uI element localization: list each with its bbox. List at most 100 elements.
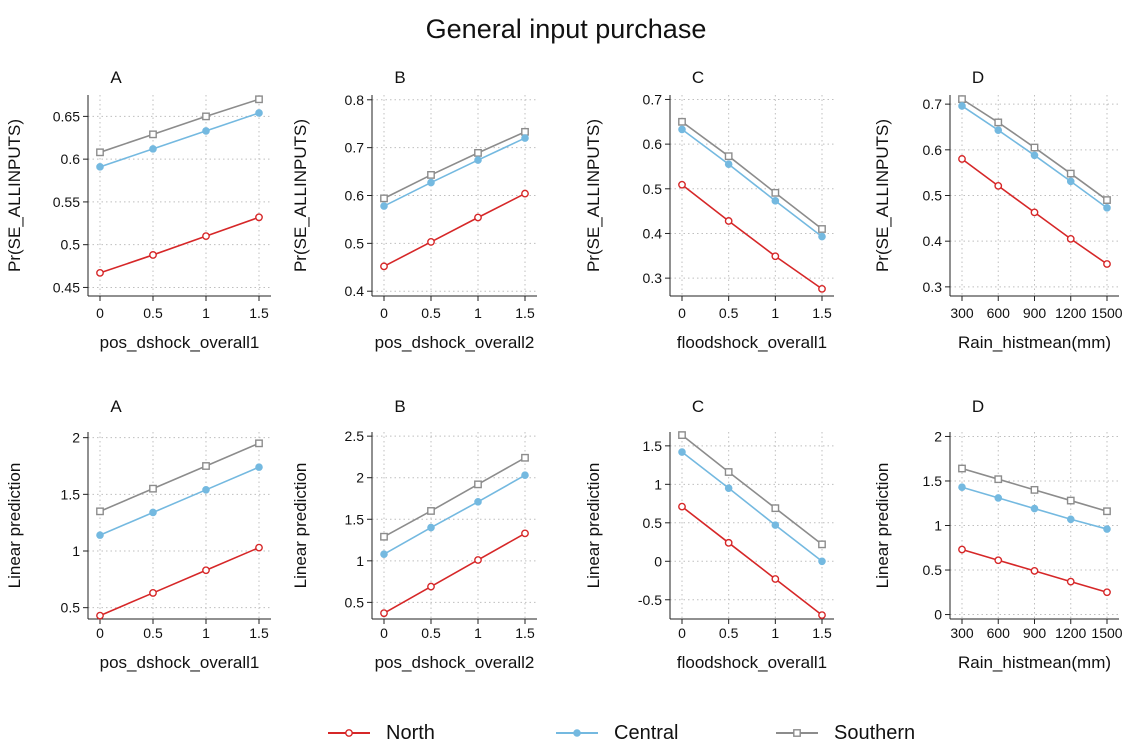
x-tick-label: 1200 [1055,625,1086,641]
data-point-southern [255,95,263,104]
data-point-central [255,463,263,471]
data-point-central [149,508,157,517]
y-tick-label: 0.5 [61,600,81,616]
y-axis-label: Pr(SE_ALLINPUTS) [873,119,892,272]
data-point-southern [818,225,826,233]
y-tick-label: 0.4 [345,283,365,299]
data-point-southern [521,127,529,136]
series-southern [958,464,1111,516]
data-point-southern [678,117,686,126]
series-central [958,483,1111,533]
data-point-central [1103,204,1111,212]
data-point-southern [1066,496,1075,505]
legend-item-north: North [328,722,435,744]
data-point-central [958,483,966,492]
data-point-north [771,575,780,583]
data-point-north [678,502,686,511]
data-point-central [771,197,780,205]
x-tick-label: 0 [380,625,388,641]
series-line-southern [681,434,823,545]
data-point-southern [255,439,263,448]
x-tick-label: 1 [771,625,779,641]
data-point-north [1103,260,1111,268]
x-tick-label: 0 [380,305,388,321]
series-north [958,155,1111,268]
data-point-north [994,182,1003,190]
x-tick-label: 900 [1023,305,1047,321]
data-point-central [724,160,733,169]
data-point-north [427,582,435,591]
data-point-central [96,163,104,171]
y-tick-label: 0.6 [61,151,81,167]
y-tick-label: 1.5 [923,473,943,489]
y-tick-label: 0.65 [53,108,80,124]
y-axis-label: Linear prediction [584,463,603,589]
series-southern [958,95,1111,204]
series-line-north [383,532,526,614]
y-axis-label: Pr(SE_ALLINPUTS) [291,119,310,272]
chart-panel-c-top: 0.3 0.4 0.5 0.6 0.7 0 0.5 1 1.5 Cfloodshock_overa… [584,68,834,352]
y-tick-label: 0.6 [345,188,365,204]
data-point-north [771,252,780,261]
x-tick-label: 1 [474,305,482,321]
data-point-southern [427,171,435,179]
y-tick-label: 0.5 [923,562,943,578]
data-point-north [678,180,686,189]
data-point-north [96,269,104,277]
data-point-north [149,251,157,259]
y-tick-label: 0.5 [61,237,81,253]
y-tick-label: 1.5 [345,511,365,527]
series-southern [96,439,263,516]
x-tick-label: 1 [202,305,210,321]
data-point-north [1066,234,1075,243]
x-tick-label: 0.5 [719,305,739,321]
data-point-southern [474,480,482,489]
data-point-central [994,494,1003,502]
data-point-central [202,127,210,135]
x-tick-label: 0 [96,305,104,321]
data-point-southern [771,188,780,197]
data-point-central [380,202,388,210]
data-point-southern [1030,485,1039,494]
data-point-southern [1103,196,1111,204]
y-axis-label: Pr(SE_ALLINPUTS) [584,119,603,272]
x-tick-label: 300 [950,305,974,321]
chart-panel-c-bottom: -0.5 0 0.5 1 1.5 0 0.5 1 1.5 Cfloodshock_overall1… [584,397,834,672]
x-axis-label: floodshock_overall1 [677,333,827,352]
y-tick-label: 2 [934,428,942,444]
data-point-north [380,609,388,618]
x-axis-label: Rain_histmean(mm) [958,333,1111,352]
data-point-southern [678,431,686,439]
data-point-southern [958,464,966,473]
series-line-central [681,451,823,562]
x-tick-label: 0.5 [719,625,739,641]
x-tick-label: 1.5 [812,305,832,321]
series-line-north [99,216,260,274]
data-point-north [1030,208,1039,217]
series-line-central [383,474,526,555]
data-point-central [771,521,780,529]
y-axis-label: Pr(SE_ALLINPUTS) [5,119,24,272]
series-north [380,189,529,271]
series-north [96,543,263,620]
series-southern [96,95,263,157]
y-tick-label: 1 [654,476,662,492]
series-central [958,102,1111,212]
series-central [678,125,826,241]
data-point-southern [96,507,104,516]
data-point-southern [1103,507,1111,516]
data-point-central [1030,504,1039,513]
y-tick-label: 1 [934,518,942,534]
series-southern [678,431,826,549]
panel-label: B [394,397,405,416]
y-tick-label: 0.45 [53,279,80,295]
y-tick-label: 0.5 [345,594,365,610]
panel-label: D [972,68,984,87]
data-point-central [1103,525,1111,533]
x-tick-label: 1.5 [249,625,269,641]
data-point-central [202,486,210,494]
data-point-central [427,178,435,187]
data-point-north [380,262,388,271]
data-point-southern [149,484,157,493]
x-axis-label: pos_dshock_overall2 [375,333,535,352]
